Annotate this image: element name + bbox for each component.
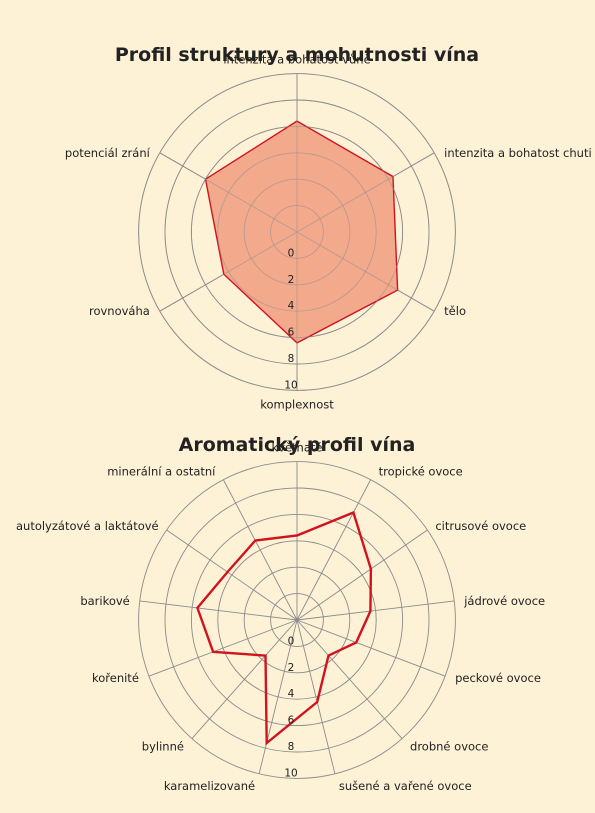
axis-spoke (222, 479, 298, 621)
axis-label: květnaté (272, 441, 323, 455)
tick-label: 4 (288, 300, 295, 312)
tick-label: 0 (288, 247, 295, 259)
axis-spoke (296, 479, 372, 621)
axis-spoke (191, 619, 298, 739)
grid-overlay (138, 73, 456, 391)
axis-label: rovnováha (89, 304, 150, 318)
axis-spoke (296, 619, 403, 739)
tick-label: 8 (288, 741, 295, 753)
axis-label: kořenité (92, 671, 139, 685)
axis-label: barikové (80, 594, 129, 608)
aroma-radar-chart: 0 2 4 6 8 10 květnaté tropické ovoce citrusové o… (16, 434, 545, 793)
axis-label: sušené a vařené ovoce (339, 779, 472, 793)
axis-label: intenzita a bohatost vůně (223, 53, 370, 67)
axis-spoke (296, 152, 435, 233)
axis-label: tropické ovoce (379, 465, 463, 479)
axis-label: karamelizované (164, 779, 255, 793)
tick-label: 10 (284, 767, 297, 779)
chart-title: Aromatický profil vína (179, 434, 416, 456)
axis-spoke (296, 529, 428, 621)
tick-label: 0 (288, 635, 295, 647)
tick-label: 6 (288, 327, 295, 339)
axis-spoke (159, 152, 298, 233)
radar-grid (138, 461, 456, 779)
axis-label: minerální a ostatní (107, 465, 216, 479)
axis-spoke (296, 231, 435, 312)
axis-label: bylinné (142, 740, 184, 754)
tick-label: 8 (288, 353, 295, 365)
axis-spoke (296, 619, 336, 774)
axis-spoke (258, 619, 298, 774)
tick-label: 2 (288, 274, 295, 286)
axis-label: citrusové ovoce (435, 519, 526, 533)
chart-title: Profil struktury a mohutnosti vína (115, 44, 479, 66)
axis-spoke (139, 600, 298, 621)
axis-spoke (148, 619, 298, 677)
tick-label: 4 (288, 688, 295, 700)
axis-label: jádrové ovoce (463, 594, 545, 608)
axis-label: tělo (444, 304, 466, 318)
axis-spoke (296, 600, 455, 621)
series-polygon (196, 510, 373, 746)
tick-label: 6 (288, 715, 295, 727)
tick-label: 2 (288, 662, 295, 674)
axis-spoke (159, 231, 298, 312)
structure-radar-chart: 0 2 4 6 8 10 intenzita a bohatost vůně intenzit… (65, 44, 592, 411)
tick-label: 10 (284, 379, 297, 391)
axis-spoke (166, 529, 298, 621)
axis-label: autolyzátové a laktátové (16, 519, 159, 533)
axis-label: komplexnost (260, 397, 334, 411)
axis-spoke (296, 619, 446, 677)
axis-label: intenzita a bohatost chuti (444, 146, 591, 160)
axis-label: drobné ovoce (410, 740, 488, 754)
axis-label: potenciál zrání (65, 146, 151, 160)
axis-label: peckové ovoce (455, 671, 541, 685)
